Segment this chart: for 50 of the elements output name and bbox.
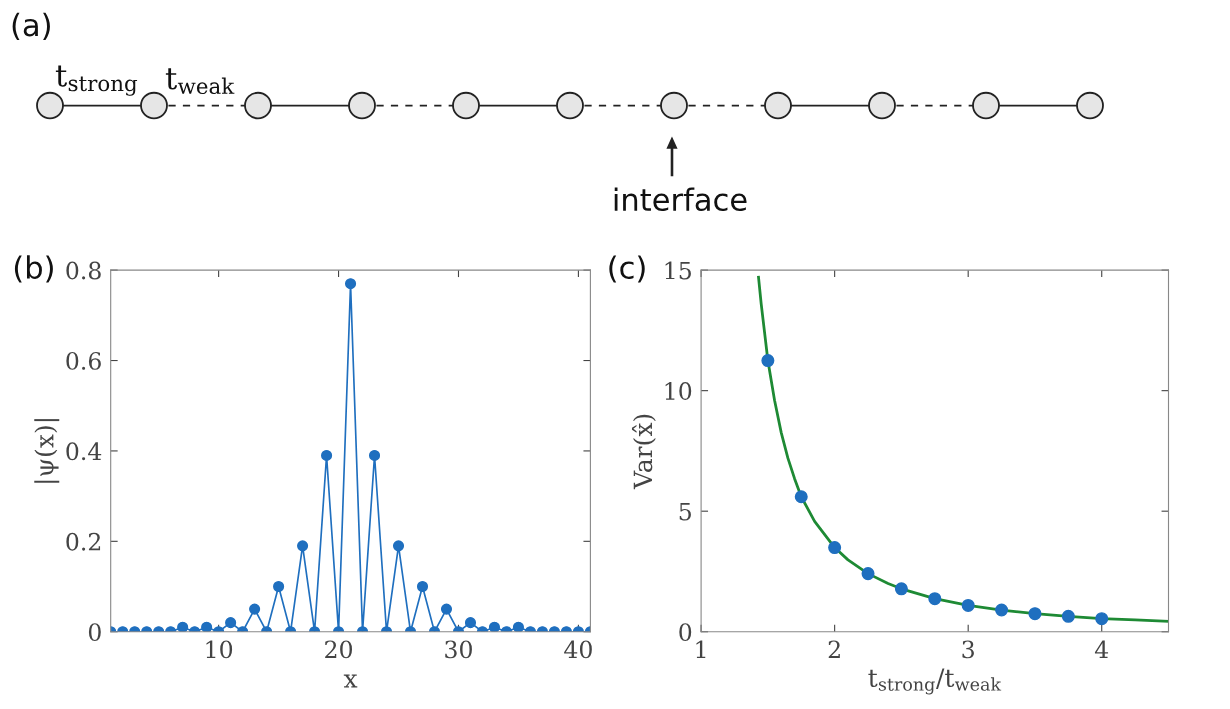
x-tick-label: 3: [962, 640, 974, 659]
point: [861, 567, 875, 581]
point: [488, 621, 501, 632]
point: [1095, 612, 1109, 626]
text: (c): [609, 255, 645, 283]
text: t$_{weak}$: [165, 68, 235, 95]
y-tick-label: 5: [679, 502, 691, 521]
point: [201, 621, 213, 632]
x-tick-label: 30: [445, 640, 472, 659]
point: [794, 490, 808, 504]
text: (b): [14, 255, 53, 283]
y-axis-title: |ψ(x)|: [34, 419, 60, 483]
point: [416, 580, 429, 593]
point: [321, 449, 333, 462]
y-tick-label: 0.8: [66, 261, 101, 280]
x-axis-title: x: [343, 674, 358, 688]
point: [995, 603, 1009, 617]
point: [392, 540, 405, 552]
point: [928, 592, 942, 606]
point: [1028, 607, 1042, 621]
point: [249, 603, 261, 615]
text: (a): [12, 12, 50, 41]
x-axis-title: t$_{strong}$/t$_{weak}$: [868, 668, 1002, 695]
x-tick-label: 20: [325, 640, 353, 659]
y-tick-label: 0: [679, 623, 692, 642]
point: [273, 580, 285, 593]
y-tick-label: 15: [665, 261, 691, 280]
point: [1061, 609, 1075, 623]
y-tick-label: 0.6: [66, 351, 101, 370]
x-tick-label: 40: [564, 640, 592, 659]
y-tick-label: 0.4: [66, 442, 102, 461]
point: [961, 598, 975, 612]
point: [512, 621, 525, 632]
point: [368, 449, 381, 462]
x-tick-label: 4: [1094, 640, 1109, 658]
point: [177, 621, 189, 632]
y-axis-title: Var(x̂): [631, 414, 656, 490]
text: interface: [614, 187, 747, 212]
point: [440, 603, 453, 615]
point: [761, 354, 775, 368]
x-tick-label: 2: [828, 640, 840, 658]
y-tick-label: 0: [88, 623, 101, 642]
point: [828, 541, 842, 555]
point: [297, 540, 309, 552]
text: t$_{strong}$: [55, 65, 138, 96]
y-tick-label: 0.2: [66, 532, 101, 551]
point: [894, 582, 908, 596]
y-tick-label: 10: [665, 382, 692, 400]
x-tick-label: 1: [696, 640, 706, 658]
x-tick-label: 10: [206, 640, 233, 659]
